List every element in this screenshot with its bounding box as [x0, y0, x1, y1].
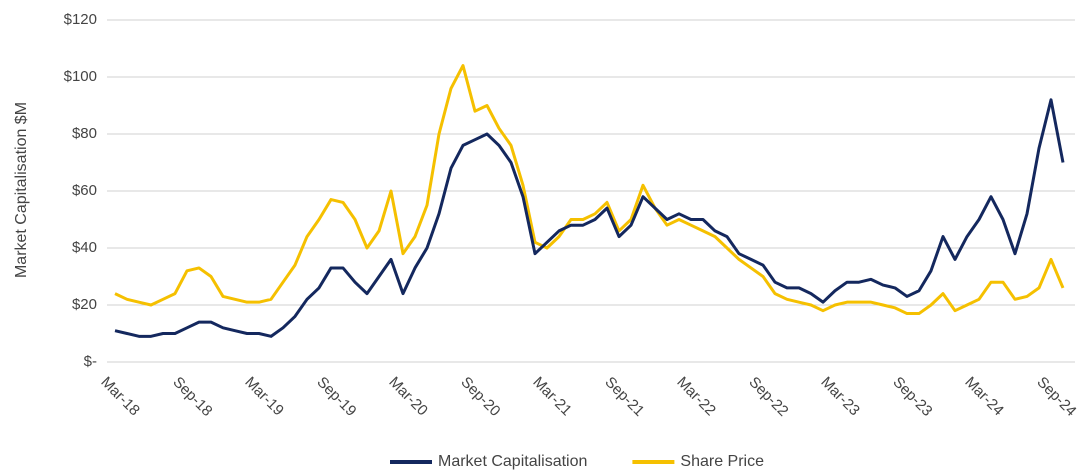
x-tick-label: Sep-22 — [745, 374, 791, 420]
x-tick-label: Mar-18 — [97, 374, 143, 420]
x-tick-label: Sep-24 — [1033, 374, 1079, 420]
series-line — [114, 64, 1065, 316]
y-tick-label: $80 — [72, 125, 97, 142]
x-tick-label: Mar-24 — [961, 374, 1007, 420]
y-tick-label: $100 — [64, 68, 97, 85]
x-tick-label: Mar-19 — [241, 374, 287, 420]
x-tick-label: Sep-21 — [601, 374, 647, 420]
x-tick-label: Sep-23 — [889, 374, 935, 420]
series-line — [114, 98, 1065, 338]
x-tick-label: Mar-23 — [817, 374, 863, 420]
y-tick-label: $40 — [72, 239, 97, 256]
y-tick-label: $- — [84, 353, 97, 370]
y-axis-label: Market Capitalisation $M — [13, 102, 30, 278]
x-tick-label: Mar-20 — [385, 374, 431, 420]
y-tick-label: $20 — [72, 296, 97, 313]
x-tick-label: Mar-21 — [529, 374, 575, 420]
legend-label: Market Capitalisation — [438, 453, 587, 470]
y-tick-label: $60 — [72, 182, 97, 199]
x-tick-label: Sep-18 — [169, 374, 215, 420]
y-tick-label: $120 — [64, 11, 97, 28]
x-tick-label: Sep-19 — [313, 374, 359, 420]
legend-label: Share Price — [680, 453, 764, 470]
x-tick-label: Sep-20 — [457, 374, 503, 420]
x-tick-label: Mar-22 — [673, 374, 719, 420]
